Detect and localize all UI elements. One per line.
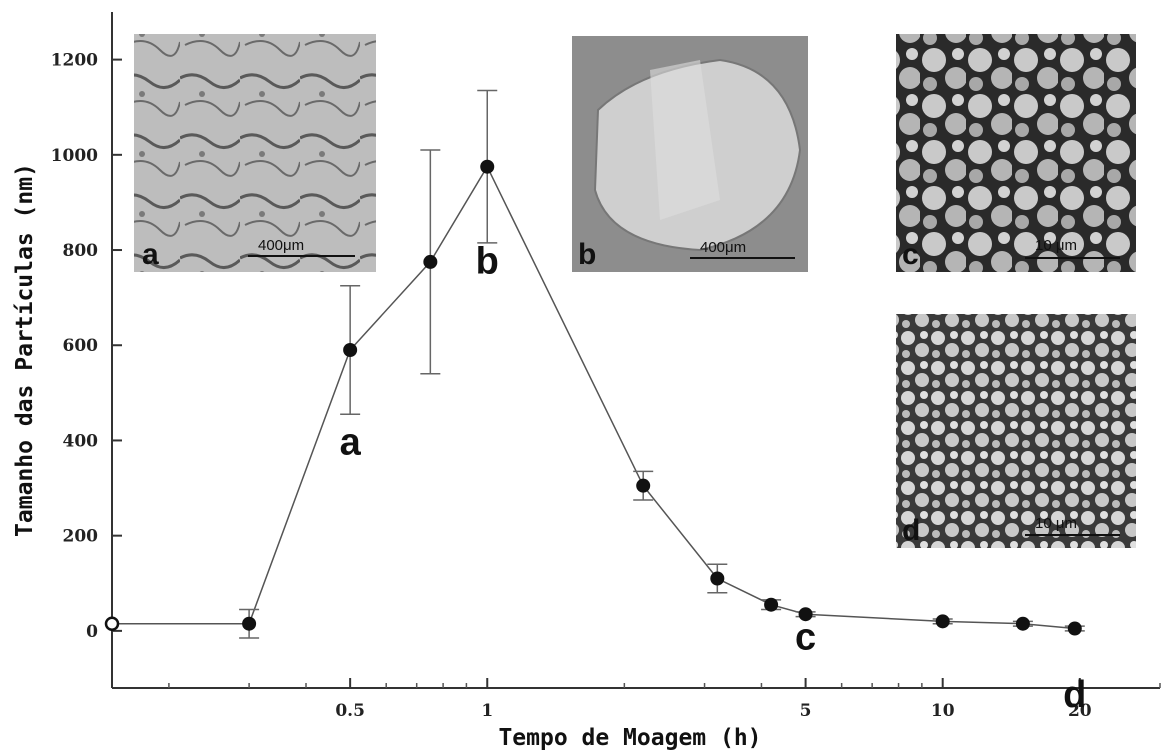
point-label-c: c bbox=[795, 617, 816, 659]
y-tick-label: 1000 bbox=[51, 146, 98, 166]
inset-c-letter: c bbox=[902, 238, 919, 271]
point-annotations: a b c d bbox=[340, 241, 1087, 716]
point-label-b: b bbox=[476, 241, 499, 283]
y-tick-label: 1200 bbox=[51, 51, 98, 71]
data-point bbox=[343, 343, 358, 357]
inset-d: d 10 μm bbox=[896, 314, 1136, 548]
data-point bbox=[480, 159, 495, 174]
inset-b: b 400μm bbox=[572, 36, 808, 272]
point-label-d: d bbox=[1063, 674, 1086, 716]
y-tick-label: 400 bbox=[63, 431, 99, 451]
data-point bbox=[1015, 616, 1030, 631]
inset-c: c 10 μm bbox=[896, 34, 1136, 272]
data-point bbox=[1067, 621, 1082, 636]
x-tick-label: 5 bbox=[800, 701, 812, 721]
point-label-a: a bbox=[340, 421, 362, 463]
data-point bbox=[104, 616, 120, 631]
y-tick-label: 800 bbox=[63, 241, 99, 261]
y-axis-title: Tamanho das Partículas (nm) bbox=[12, 163, 38, 537]
data-point bbox=[423, 254, 438, 269]
inset-a-letter: a bbox=[142, 238, 159, 271]
data-series bbox=[104, 89, 1085, 639]
y-tick-label: 0 bbox=[86, 622, 98, 642]
x-tick-label: 0.5 bbox=[335, 701, 365, 721]
inset-b-scale-text: 400μm bbox=[700, 239, 746, 256]
x-tick-label: 1 bbox=[481, 701, 493, 721]
data-point bbox=[764, 597, 779, 612]
data-point bbox=[242, 616, 257, 631]
inset-d-letter: d bbox=[902, 514, 920, 547]
inset-d-scale-text: 10 μm bbox=[1035, 515, 1077, 532]
data-point bbox=[798, 607, 813, 622]
inset-a-scale-text: 400μm bbox=[258, 237, 304, 254]
x-tick-label: 10 bbox=[931, 701, 955, 721]
x-tick-label: 20 bbox=[1068, 701, 1092, 721]
inset-b-letter: b bbox=[578, 238, 596, 271]
y-tick-label: 200 bbox=[63, 527, 99, 547]
series-line bbox=[112, 165, 1075, 630]
inset-c-scale-text: 10 μm bbox=[1035, 237, 1077, 254]
data-point bbox=[935, 614, 950, 629]
axis-ticks: 0 200 400 600 800 1000 1200 0.5 1 5 10 20 bbox=[51, 51, 1161, 721]
inset-a: a 400μm bbox=[134, 34, 376, 272]
y-tick-label: 600 bbox=[63, 336, 99, 356]
data-point bbox=[710, 571, 725, 586]
x-axis-title: Tempo de Moagem (h) bbox=[498, 725, 761, 751]
data-point bbox=[636, 478, 651, 493]
